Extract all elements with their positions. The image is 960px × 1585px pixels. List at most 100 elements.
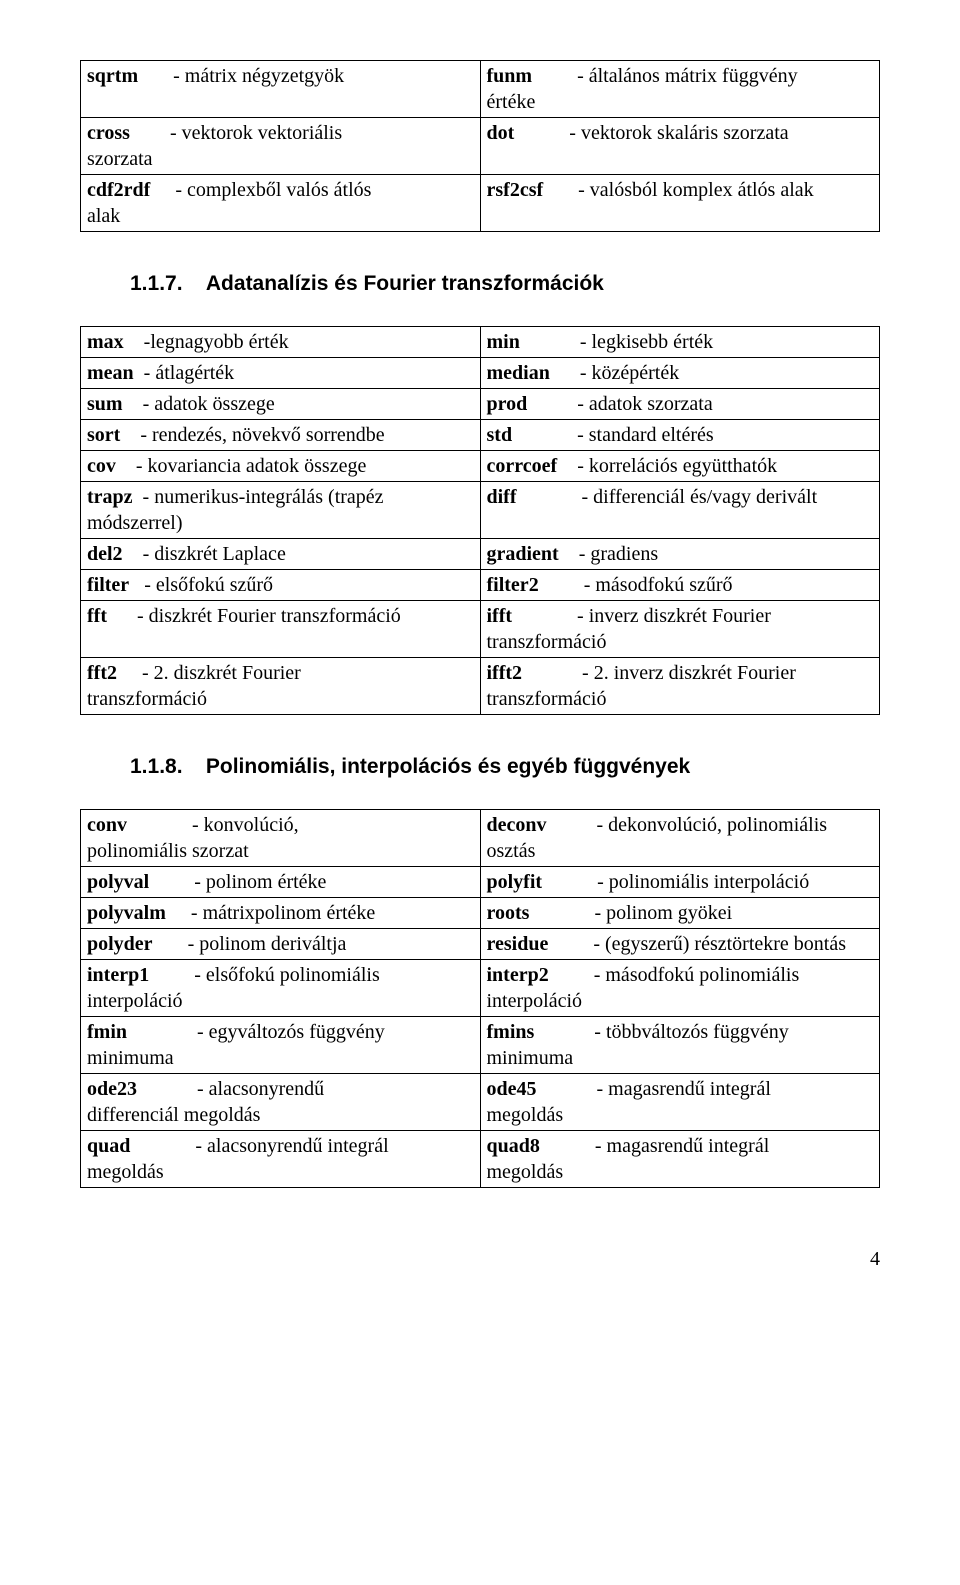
term: ifft (487, 605, 513, 627)
term: interp1 (87, 964, 149, 986)
cell: fmins - többváltozós függvényminimuma (480, 1017, 880, 1074)
term: diff (487, 486, 517, 508)
desc: - 2. diszkrét Fourier (142, 662, 301, 684)
desc: - egyváltozós függvény (197, 1021, 385, 1043)
cell: dot - vektorok skaláris szorzata (480, 118, 880, 175)
term: trapz (87, 486, 133, 508)
desc: osztás (487, 840, 536, 862)
term: polyfit (487, 871, 543, 893)
desc: - differenciál és/vagy derivált (582, 486, 818, 508)
term: std (487, 424, 513, 446)
cell: sum - adatok összege (81, 389, 481, 420)
term: polyvalm (87, 902, 166, 924)
cell: polyvalm - mátrixpolinom értéke (81, 898, 481, 929)
term: residue (487, 933, 549, 955)
desc: transzformáció (87, 688, 207, 710)
heading-1-1-7: 1.1.7. Adatanalízis és Fourier transzfor… (130, 272, 880, 296)
term: fmins (487, 1021, 535, 1043)
desc: - polinom gyökei (594, 902, 732, 924)
desc: - diszkrét Laplace (143, 543, 286, 565)
desc: differenciál megoldás (87, 1104, 260, 1126)
cell: ifft2 - 2. inverz diszkrét Fouriertransz… (480, 658, 880, 715)
term: fft (87, 605, 107, 627)
term: polyval (87, 871, 149, 893)
desc: megoldás (487, 1104, 564, 1126)
cell: max -legnagyobb érték (81, 327, 481, 358)
term: dot (487, 122, 515, 144)
desc: - standard eltérés (577, 424, 714, 446)
desc: módszerrel) (87, 512, 183, 534)
cell: deconv - dekonvolúció, polinomiálisosztá… (480, 810, 880, 867)
cell: gradient - gradiens (480, 539, 880, 570)
cell: del2 - diszkrét Laplace (81, 539, 481, 570)
cell: filter2 - másodfokú szűrő (480, 570, 880, 601)
desc: - másodfokú szűrő (584, 574, 733, 596)
term: sqrtm (87, 65, 138, 87)
table-1: sqrtm - mátrix négyzetgyök funm - általá… (80, 60, 880, 232)
cell: roots - polinom gyökei (480, 898, 880, 929)
desc: - elsőfokú szűrő (144, 574, 273, 596)
desc: -legnagyobb érték (144, 331, 289, 353)
cell: ifft - inverz diszkrét Fourier transzform… (480, 601, 880, 658)
desc: - magasrendű integrál (597, 1078, 771, 1100)
term: funm (487, 65, 533, 87)
table-3: conv - konvolúció,polinomiális szorzat d… (80, 809, 880, 1188)
desc: - (egyszerű) résztörtekre bontás (593, 933, 846, 955)
cell: polyval - polinom értéke (81, 867, 481, 898)
term: conv (87, 814, 127, 836)
term: median (487, 362, 550, 384)
desc: - alacsonyrendű integrál (195, 1135, 388, 1157)
cell: mean - átlagérték (81, 358, 481, 389)
desc: - 2. inverz diszkrét Fourier (582, 662, 796, 684)
desc: - complexből valós átlós (175, 179, 371, 201)
desc: - elsőfokú polinomiális (194, 964, 380, 986)
heading-number: 1.1.8. (130, 755, 183, 778)
desc: - inverz diszkrét Fourier (577, 605, 771, 627)
desc: minimuma (87, 1047, 174, 1069)
desc: - mátrix négyzetgyök (173, 65, 344, 87)
desc: - korrelációs együtthatók (577, 455, 777, 477)
cell: fft2 - 2. diszkrét Fourier transzformáció (81, 658, 481, 715)
term: corrcoef (487, 455, 558, 477)
desc: - adatok összege (143, 393, 275, 415)
desc: - polinom deriváltja (188, 933, 347, 955)
desc: - polinom értéke (194, 871, 326, 893)
term: ode45 (487, 1078, 537, 1100)
desc: interpoláció (87, 990, 183, 1012)
desc: - általános mátrix függvény (577, 65, 798, 87)
heading-1-1-8: 1.1.8. Polinomiális, interpolációs és eg… (130, 755, 880, 779)
cell: sort - rendezés, növekvő sorrendbe (81, 420, 481, 451)
term: polyder (87, 933, 153, 955)
cell: prod - adatok szorzata (480, 389, 880, 420)
desc: megoldás (87, 1161, 164, 1183)
desc: - magasrendű integrál (595, 1135, 769, 1157)
term: fft2 (87, 662, 117, 684)
desc: - vektorok vektoriális (170, 122, 342, 144)
term: gradient (487, 543, 559, 565)
desc: - gradiens (579, 543, 658, 565)
cell: median - középérték (480, 358, 880, 389)
desc: - átlagérték (144, 362, 235, 384)
cell: std - standard eltérés (480, 420, 880, 451)
cell: trapz - numerikus-integrálás (trapézmóds… (81, 482, 481, 539)
term: ifft2 (487, 662, 523, 684)
term: sum (87, 393, 123, 415)
term: quad (87, 1135, 130, 1157)
cell: funm - általános mátrix függvény értéke (480, 61, 880, 118)
cell: cdf2rdf - complexből valós átlós alak (81, 175, 481, 232)
desc: interpoláció (487, 990, 583, 1012)
table-2: max -legnagyobb érték min - legkisebb ér… (80, 326, 880, 715)
desc: - diszkrét Fourier transzformáció (137, 605, 401, 627)
cell: sqrtm - mátrix négyzetgyök (81, 61, 481, 118)
desc: - kovariancia adatok összege (136, 455, 366, 477)
term: sort (87, 424, 120, 446)
cell: min - legkisebb érték (480, 327, 880, 358)
desc: - polinomiális interpoláció (597, 871, 809, 893)
page-number: 4 (80, 1248, 880, 1271)
cell: diff - differenciál és/vagy derivált (480, 482, 880, 539)
cell: corrcoef - korrelációs együtthatók (480, 451, 880, 482)
desc: - rendezés, növekvő sorrendbe (140, 424, 384, 446)
desc: transzformáció (487, 631, 607, 653)
term: max (87, 331, 124, 353)
term: roots (487, 902, 530, 924)
